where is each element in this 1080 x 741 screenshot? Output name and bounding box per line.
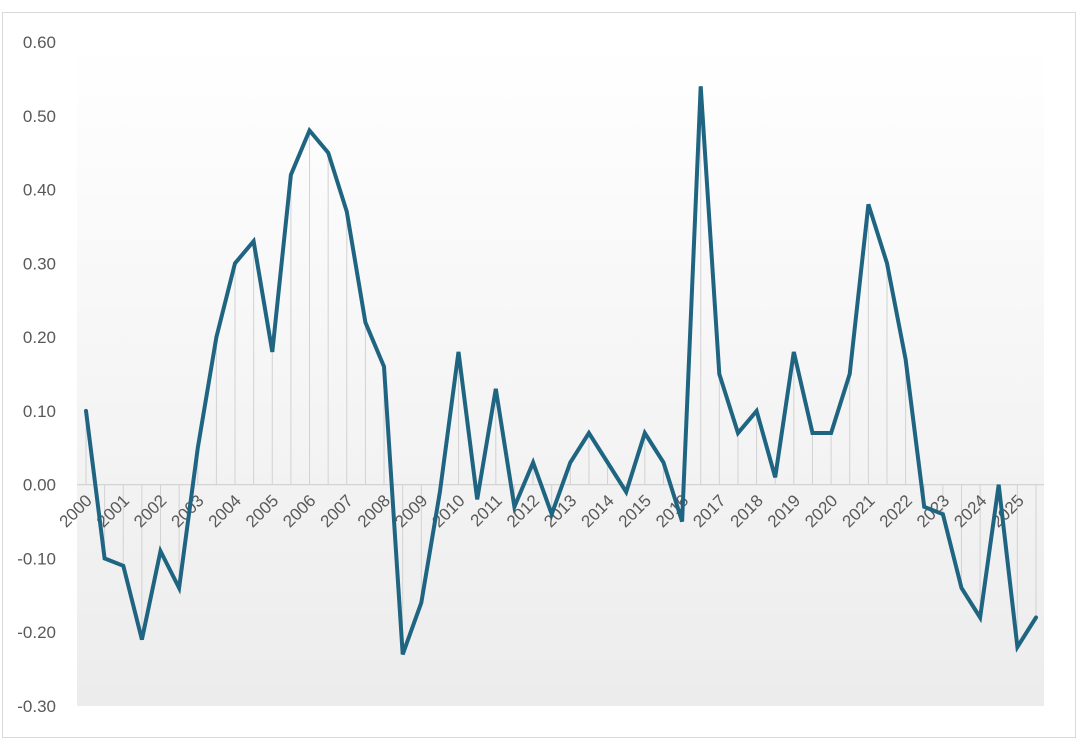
y-tick-label: 0.00	[23, 476, 56, 495]
y-tick-label: 0.10	[23, 402, 56, 421]
y-tick-label: 0.30	[23, 254, 56, 273]
y-tick-label: -0.10	[17, 549, 56, 568]
y-tick-label: 0.20	[23, 328, 56, 347]
y-tick-label: 0.60	[23, 33, 56, 52]
y-axis: 0.60 0.50 0.40 0.30 0.20 0.10 0.00 -0.10 -0.20 -0…	[17, 33, 56, 716]
y-tick-label: -0.20	[17, 623, 56, 642]
y-tick-label: 0.50	[23, 107, 56, 126]
plot-area	[77, 42, 1044, 706]
y-tick-label: -0.30	[17, 697, 56, 716]
y-tick-label: 0.40	[23, 181, 56, 200]
